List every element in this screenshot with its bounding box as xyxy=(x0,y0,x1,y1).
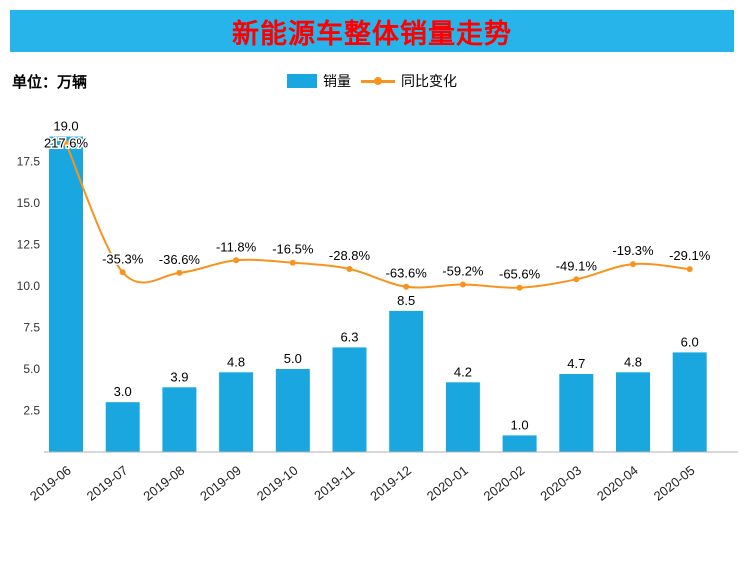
legend-yoy-label: 同比变化 xyxy=(401,73,457,89)
bar-value-label: 4.7 xyxy=(567,356,585,371)
x-tick-label: 2019-09 xyxy=(197,463,244,504)
y-tick-label: 15.0 xyxy=(17,196,41,210)
yoy-point xyxy=(516,284,523,291)
y-tick-label: 12.5 xyxy=(17,238,41,252)
x-tick-label: 2019-06 xyxy=(27,463,74,504)
sales-bar xyxy=(105,402,140,452)
yoy-point xyxy=(346,266,353,272)
yoy-point xyxy=(686,266,693,273)
yoy-point xyxy=(403,283,410,290)
bar-value-label: 4.2 xyxy=(454,364,472,379)
bar-value-label: 4.8 xyxy=(624,354,642,369)
yoy-value-label: -36.6% xyxy=(159,252,201,267)
x-tick-label: 2019-08 xyxy=(140,463,187,504)
bar-value-label: 3.9 xyxy=(170,369,188,384)
sales-bar xyxy=(275,369,310,452)
sales-bar xyxy=(616,372,650,452)
yoy-value-label: 217.6% xyxy=(44,135,89,150)
yoy-value-label: -65.6% xyxy=(499,267,541,282)
yoy-line-swatch-icon xyxy=(361,76,395,85)
yoy-point xyxy=(459,281,466,288)
x-tick-label: 2020-03 xyxy=(537,463,584,504)
sales-bar xyxy=(219,372,254,452)
x-tick-label: 2020-01 xyxy=(424,463,471,504)
yoy-point xyxy=(573,276,580,283)
sales-bar xyxy=(162,387,197,452)
title-bar: 新能源车整体销量走势 xyxy=(10,10,734,52)
yoy-value-label: -16.5% xyxy=(272,242,314,257)
x-tick-label: 2020-02 xyxy=(481,463,528,504)
sales-swatch-icon xyxy=(287,74,317,88)
bar-value-label: 8.5 xyxy=(397,293,415,308)
bar-value-label: 5.0 xyxy=(284,351,302,366)
x-tick-label: 2019-07 xyxy=(84,463,131,504)
legend-item-yoy: 同比变化 xyxy=(361,71,457,91)
bar-value-label: 6.3 xyxy=(340,329,358,344)
y-tick-label: 2.5 xyxy=(23,404,40,418)
sales-bar xyxy=(49,136,83,452)
yoy-point xyxy=(233,257,240,264)
sales-bar xyxy=(502,435,537,452)
bar-value-label: 4.8 xyxy=(227,354,245,369)
yoy-point xyxy=(63,140,69,147)
x-tick-label: 2020-05 xyxy=(651,463,698,504)
x-tick-label: 2020-04 xyxy=(594,463,641,504)
y-tick-label: 17.5 xyxy=(17,155,41,169)
sales-bar xyxy=(672,352,707,452)
yoy-value-label: -63.6% xyxy=(386,266,428,281)
sales-bar xyxy=(559,374,594,452)
yoy-value-label: -28.8% xyxy=(329,248,371,263)
yoy-point xyxy=(630,261,636,268)
bar-value-label: 19.0 xyxy=(53,119,78,134)
x-tick-label: 2019-12 xyxy=(367,463,414,504)
unit-label: 单位：万辆 xyxy=(12,74,88,91)
bar-value-label: 3.0 xyxy=(114,384,132,399)
y-tick-label: 5.0 xyxy=(23,362,40,376)
x-tick-label: 2019-10 xyxy=(254,463,301,504)
yoy-point xyxy=(119,269,126,276)
sales-bar xyxy=(332,347,367,452)
yoy-value-label: -19.3% xyxy=(612,243,654,258)
yoy-value-label: -49.1% xyxy=(556,258,598,273)
bar-value-label: 1.0 xyxy=(511,417,529,432)
yoy-value-label: -35.3% xyxy=(102,251,144,266)
yoy-point xyxy=(176,269,183,276)
x-tick-label: 2019-11 xyxy=(311,463,357,504)
sales-bar xyxy=(445,382,480,452)
legend-sales-label: 销量 xyxy=(323,73,351,89)
y-tick-label: 10.0 xyxy=(17,279,41,293)
meta-row: 单位：万辆 销量 同比变化 xyxy=(10,68,734,94)
bar-value-label: 6.0 xyxy=(681,334,699,349)
sales-bar xyxy=(389,310,424,452)
yoy-value-label: -59.2% xyxy=(442,264,484,279)
page-title: 新能源车整体销量走势 xyxy=(232,18,512,49)
legend: 销量 同比变化 xyxy=(287,71,457,91)
chart-area: 2.5 5.0 7.5 10.0 12.5 15.0 17.5 2019-06 2019-07 2… xyxy=(0,100,744,558)
yoy-value-label: -29.1% xyxy=(669,248,711,263)
y-tick-label: 7.5 xyxy=(23,321,40,335)
legend-item-sales: 销量 xyxy=(287,71,351,91)
yoy-value-label: -11.8% xyxy=(216,239,257,254)
chart-page: 新能源车整体销量走势 单位：万辆 销量 同比变化 2.5 5.0 7.5 10.0 12… xyxy=(0,10,744,558)
yoy-point xyxy=(289,259,296,266)
